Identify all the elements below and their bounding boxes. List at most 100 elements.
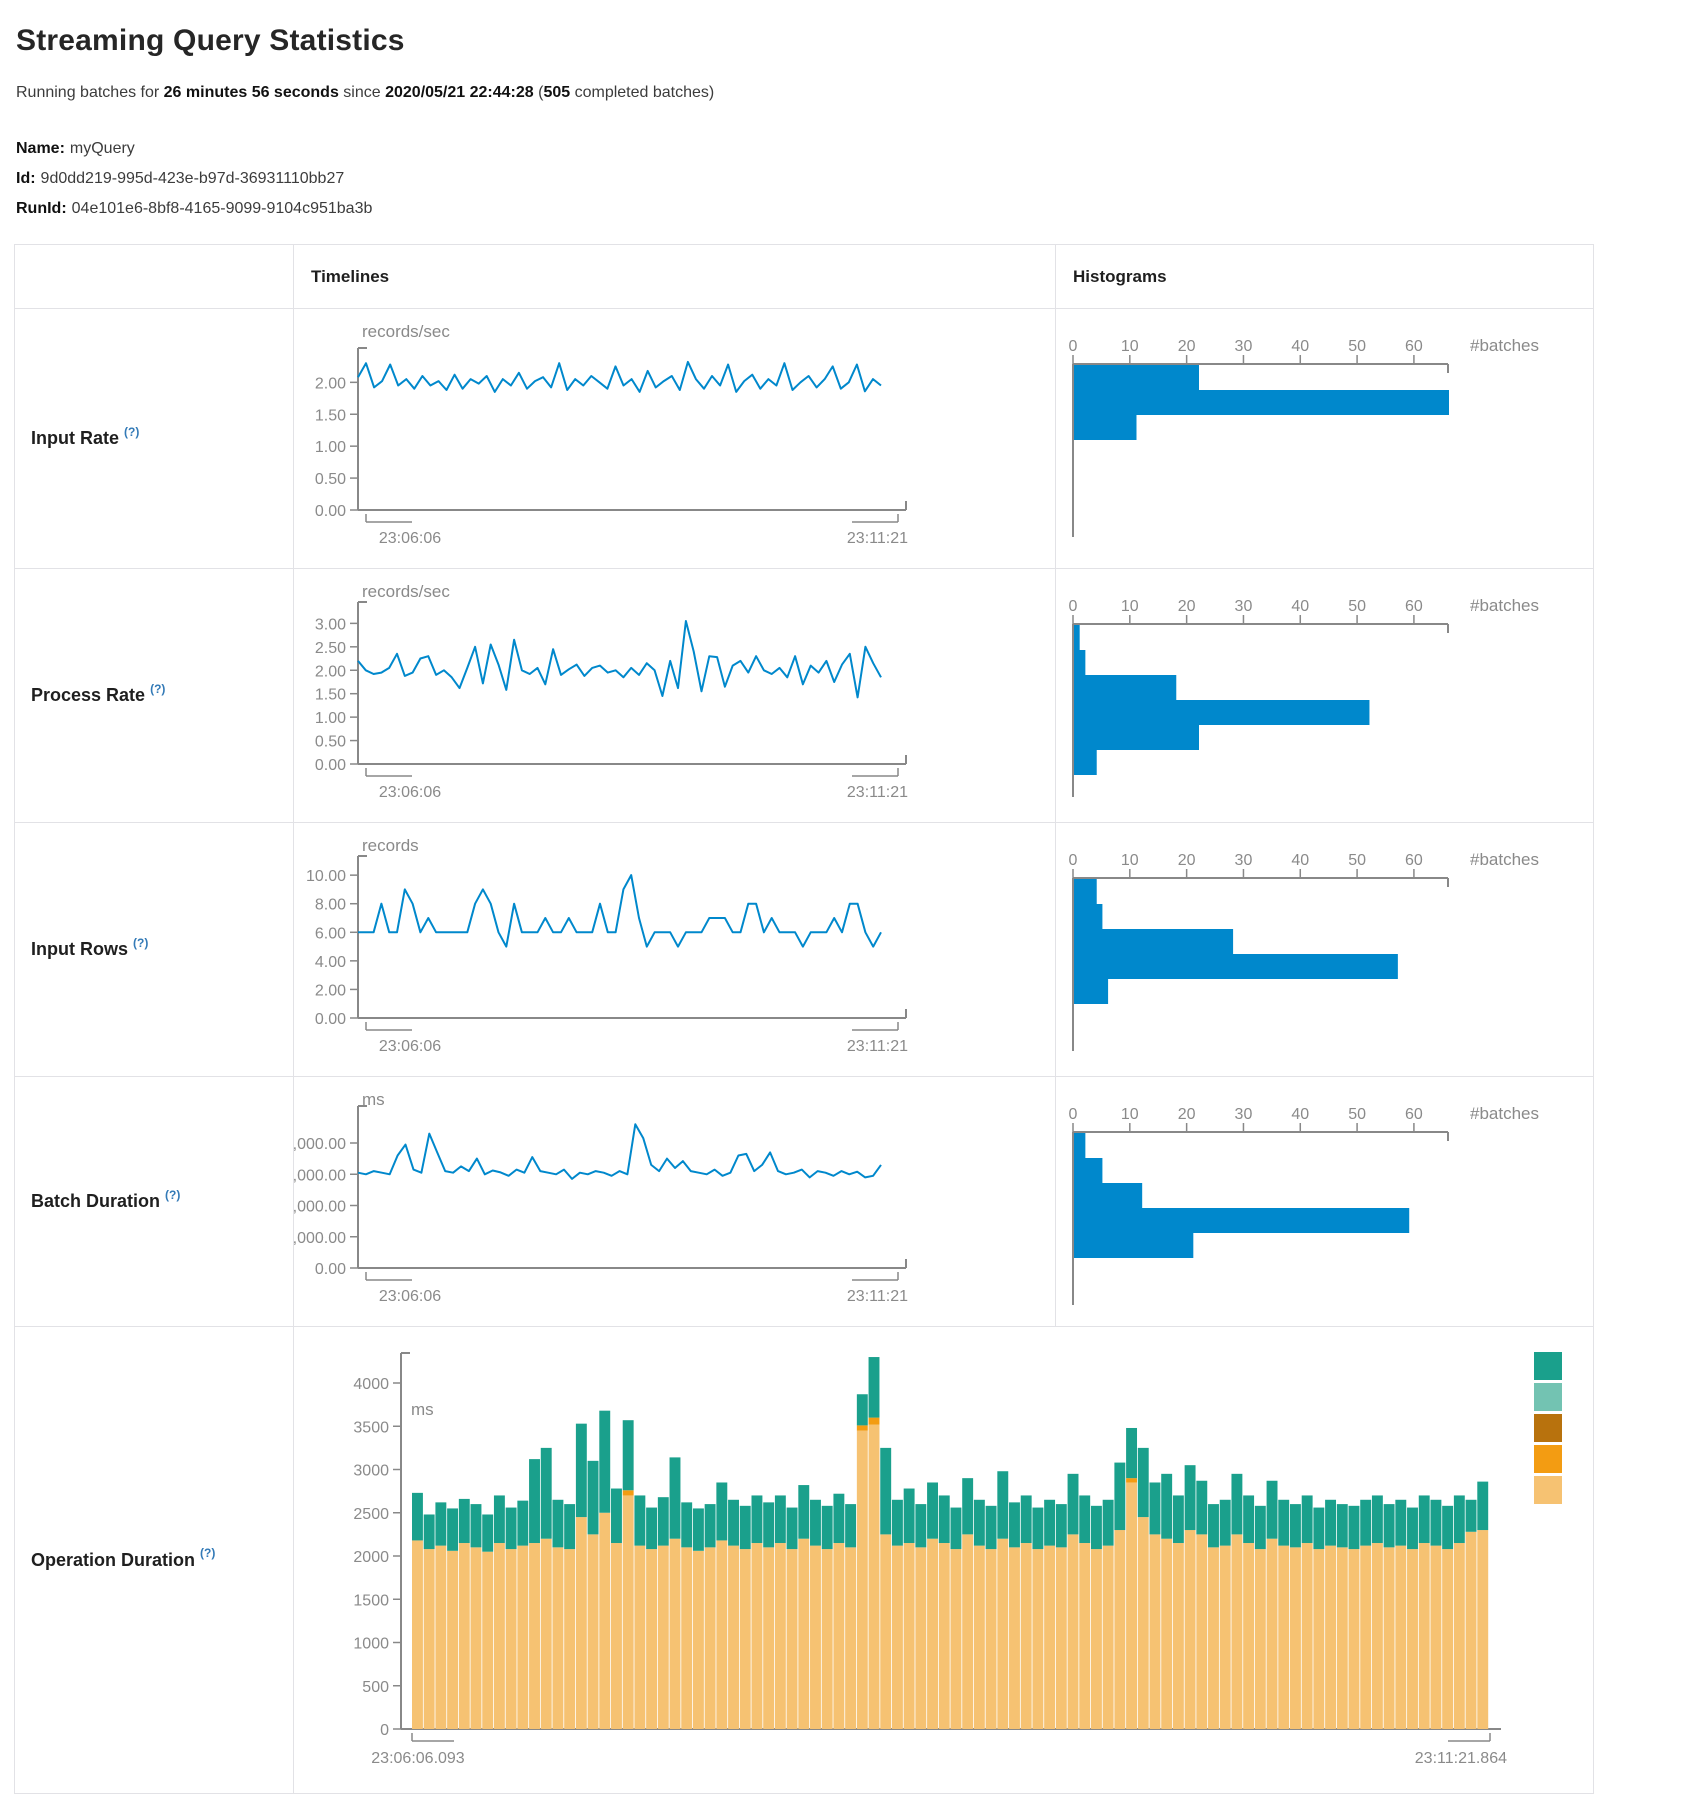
svg-text:0.00: 0.00	[315, 757, 346, 774]
operation-duration-chart: ms 0 500 1000 1500 2000 2500 3000 3500 4000 23:06:…	[294, 1327, 1593, 1793]
svg-text:30: 30	[1235, 338, 1253, 355]
col-header-histograms: Histograms	[1056, 245, 1593, 309]
svg-text:60: 60	[1405, 598, 1423, 615]
svg-text:23:06:06.093: 23:06:06.093	[371, 1750, 465, 1767]
svg-text:60: 60	[1405, 1106, 1423, 1123]
svg-text:20: 20	[1178, 852, 1196, 869]
row-label-text: Process Rate	[31, 685, 146, 705]
run-summary: Running batches for 26 minutes 56 second…	[16, 84, 1693, 102]
row-label-text: Operation Duration	[31, 1549, 196, 1570]
svg-text:records/sec: records/sec	[362, 322, 450, 341]
svg-text:2500: 2500	[353, 1506, 389, 1523]
svg-text:20: 20	[1178, 598, 1196, 615]
svg-text:ms: ms	[411, 1400, 434, 1419]
row-label-process-rate: Process Rate (?)	[15, 569, 294, 823]
help-icon[interactable]: (?)	[200, 1546, 216, 1560]
svg-text:10: 10	[1121, 598, 1139, 615]
svg-text:records: records	[362, 836, 419, 855]
svg-text:1.00: 1.00	[315, 710, 346, 727]
query-runid-row: RunId: 04e101e6-8bf8-4165-9099-9104c951ba…	[16, 200, 1693, 218]
svg-text:23:06:06: 23:06:06	[379, 784, 441, 801]
svg-text:4,000.00: 4,000.00	[294, 1136, 346, 1153]
svg-text:1,000.00: 1,000.00	[294, 1230, 346, 1247]
input-rows-timeline-cell: records 0.00 2.00 4.00 6.00 8.00 10.00 23:06:06…	[294, 823, 1056, 1077]
stats-table: Timelines Histograms Input Rate (?) recor…	[14, 244, 1594, 1794]
batch-duration-histogram-chart: 0 10 20 30 40 50 60 #batches	[1056, 1077, 1593, 1326]
input-rows-histogram-chart: 0 10 20 30 40 50 60 #batches	[1056, 823, 1593, 1076]
col-header-timelines: Timelines	[294, 245, 1056, 309]
svg-text:1.50: 1.50	[315, 687, 346, 704]
svg-text:23:11:21: 23:11:21	[847, 530, 908, 547]
svg-text:500: 500	[362, 1679, 389, 1696]
svg-text:2,000.00: 2,000.00	[294, 1199, 346, 1216]
svg-text:8.00: 8.00	[315, 897, 346, 914]
row-label-input-rate: Input Rate (?)	[15, 309, 294, 569]
svg-text:0.50: 0.50	[315, 471, 346, 488]
run-duration: 26 minutes 56 seconds	[163, 84, 339, 101]
svg-text:30: 30	[1235, 1106, 1253, 1123]
batch-duration-timeline-cell: ms 0.00 1,000.00 2,000.00 3,000.00 4,000.00 23…	[294, 1077, 1056, 1327]
svg-text:2.50: 2.50	[315, 640, 346, 657]
query-name-label: Name:	[16, 140, 65, 157]
svg-text:0: 0	[1069, 1106, 1078, 1123]
run-start-time: 2020/05/21 22:44:28	[385, 84, 534, 101]
help-icon[interactable]: (?)	[124, 424, 140, 439]
legend-swatch	[1534, 1352, 1562, 1380]
process-rate-histogram-chart: 0 10 20 30 40 50 60 #batches	[1056, 569, 1593, 822]
svg-text:1000: 1000	[353, 1636, 389, 1653]
svg-text:0: 0	[1069, 338, 1078, 355]
svg-text:4000: 4000	[353, 1376, 389, 1393]
query-name-value: myQuery	[69, 140, 135, 157]
input-rate-histogram-cell: 0 10 20 30 40 50 60 #batches	[1056, 309, 1593, 569]
svg-text:23:11:21.864: 23:11:21.864	[1415, 1750, 1507, 1767]
svg-text:50: 50	[1348, 852, 1366, 869]
input-rate-histogram-chart: 0 10 20 30 40 50 60 #batches	[1056, 309, 1593, 568]
svg-text:1500: 1500	[353, 1592, 389, 1609]
svg-text:23:06:06: 23:06:06	[379, 1038, 441, 1055]
help-icon[interactable]: (?)	[150, 681, 166, 696]
svg-text:60: 60	[1405, 852, 1423, 869]
svg-text:40: 40	[1291, 598, 1309, 615]
svg-text:10: 10	[1121, 338, 1139, 355]
svg-text:0.00: 0.00	[315, 503, 346, 520]
svg-text:23:06:06: 23:06:06	[379, 1288, 441, 1305]
svg-text:23:11:21: 23:11:21	[847, 1038, 908, 1055]
legend-swatch	[1534, 1414, 1562, 1442]
svg-text:0: 0	[380, 1722, 389, 1739]
svg-text:#batches: #batches	[1470, 336, 1539, 355]
query-id-row: Id: 9d0dd219-995d-423e-b97d-36931110bb27	[16, 170, 1693, 188]
svg-text:1.50: 1.50	[315, 407, 346, 424]
batch-duration-timeline-chart: ms 0.00 1,000.00 2,000.00 3,000.00 4,000.00 23…	[294, 1077, 1055, 1326]
run-summary-suffix: completed batches)	[570, 84, 715, 101]
legend-swatch	[1534, 1476, 1562, 1504]
query-runid-value: 04e101e6-8bf8-4165-9099-9104c951ba3b	[71, 200, 373, 217]
svg-text:3000: 3000	[353, 1463, 389, 1480]
svg-text:40: 40	[1291, 338, 1309, 355]
svg-text:3,000.00: 3,000.00	[294, 1167, 346, 1184]
query-name-row: Name: myQuery	[16, 140, 1693, 158]
run-summary-prefix: Running batches for	[16, 84, 164, 101]
svg-text:60: 60	[1405, 338, 1423, 355]
process-rate-histogram-cell: 0 10 20 30 40 50 60 #batches	[1056, 569, 1593, 823]
svg-text:10.00: 10.00	[306, 868, 346, 885]
row-label-operation-duration: Operation Duration (?)	[15, 1327, 294, 1793]
svg-text:50: 50	[1348, 598, 1366, 615]
svg-text:20: 20	[1178, 338, 1196, 355]
svg-text:3500: 3500	[353, 1419, 389, 1436]
svg-text:23:11:21: 23:11:21	[847, 784, 908, 801]
svg-text:10: 10	[1121, 852, 1139, 869]
page-title: Streaming Query Statistics	[16, 24, 405, 57]
svg-text:50: 50	[1348, 1106, 1366, 1123]
svg-text:records/sec: records/sec	[362, 582, 450, 601]
col-header-empty	[15, 245, 294, 309]
svg-text:ms: ms	[362, 1090, 385, 1109]
help-icon[interactable]: (?)	[133, 935, 149, 950]
query-id-label: Id:	[16, 170, 36, 187]
help-icon[interactable]: (?)	[165, 1187, 181, 1202]
svg-text:23:06:06: 23:06:06	[379, 530, 441, 547]
svg-text:0.50: 0.50	[315, 734, 346, 751]
svg-text:2.00: 2.00	[315, 982, 346, 999]
operation-duration-cell: ms 0 500 1000 1500 2000 2500 3000 3500 4000 23:06:…	[294, 1327, 1593, 1793]
svg-text:4.00: 4.00	[315, 954, 346, 971]
